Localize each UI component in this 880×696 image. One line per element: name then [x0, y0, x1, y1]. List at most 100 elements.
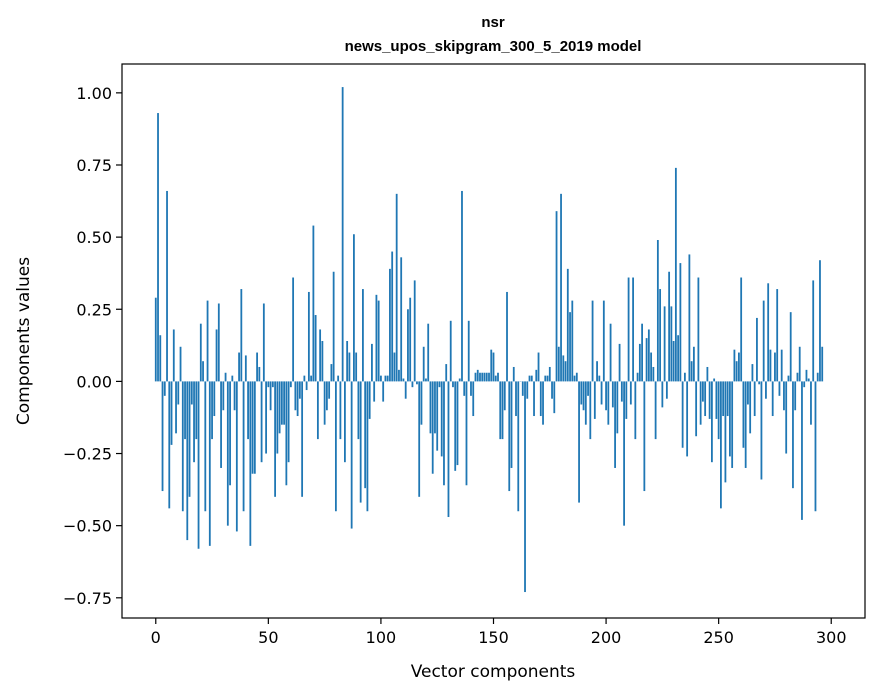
bar	[280, 381, 283, 425]
bar	[346, 341, 349, 382]
bar	[402, 378, 405, 382]
bar	[575, 372, 578, 382]
bar	[544, 375, 547, 382]
bar	[530, 375, 533, 382]
bar	[427, 323, 430, 382]
bar	[708, 381, 711, 419]
bar	[283, 381, 286, 425]
bar	[564, 361, 567, 382]
bar	[458, 378, 461, 382]
bar	[373, 381, 376, 402]
bar	[364, 381, 367, 489]
bar	[262, 303, 265, 382]
bar	[587, 381, 589, 396]
chart-subtitle: news_upos_skipgram_300_5_2019 model	[345, 38, 642, 55]
bar	[751, 364, 754, 382]
bar	[217, 303, 220, 382]
bar	[803, 381, 806, 388]
bar	[620, 381, 623, 402]
bar	[742, 381, 745, 448]
bar	[271, 381, 274, 388]
bar	[323, 381, 326, 425]
bar	[629, 381, 632, 405]
bar	[159, 335, 162, 382]
bar	[175, 381, 177, 434]
bar	[814, 381, 817, 512]
bar	[380, 375, 382, 382]
bar	[199, 323, 202, 382]
x-tick-label: 50	[258, 628, 278, 647]
bar	[569, 312, 571, 382]
bar	[420, 381, 423, 425]
bar	[767, 283, 770, 382]
bar	[447, 381, 450, 518]
bar	[265, 381, 267, 454]
bar	[220, 381, 222, 468]
bar	[321, 341, 324, 382]
bar	[235, 381, 238, 532]
bar	[665, 381, 668, 399]
bar	[690, 361, 693, 382]
bar	[533, 381, 535, 417]
bar	[605, 381, 607, 411]
bar	[244, 355, 247, 382]
bar	[362, 289, 364, 382]
bar	[706, 366, 709, 382]
bar	[555, 211, 558, 382]
x-axis-label: Vector components	[411, 662, 576, 682]
bar	[154, 297, 157, 382]
bar	[801, 381, 803, 520]
bar	[269, 381, 272, 411]
bar	[580, 381, 583, 405]
bar	[593, 381, 596, 419]
bar	[481, 372, 484, 382]
bar	[692, 346, 695, 382]
x-tick-label: 200	[591, 628, 622, 647]
bar	[233, 381, 236, 411]
bar	[807, 378, 810, 382]
bar	[672, 341, 675, 382]
y-tick-label: 1.00	[76, 84, 112, 103]
x-tick-label: 300	[816, 628, 847, 647]
bar	[400, 257, 403, 382]
bar	[256, 352, 258, 382]
bars-group	[154, 87, 824, 593]
bar	[774, 352, 776, 382]
bar	[816, 372, 819, 382]
y-tick-label: 0.00	[76, 372, 112, 391]
bar	[783, 381, 785, 411]
bar	[729, 381, 731, 457]
bar	[553, 381, 556, 414]
bar	[677, 335, 680, 382]
bar	[632, 277, 634, 382]
bar	[557, 346, 560, 382]
bar	[674, 167, 677, 382]
bar	[166, 190, 168, 382]
bar	[452, 381, 454, 388]
bar	[821, 346, 824, 382]
bar	[384, 375, 387, 382]
bar	[492, 352, 495, 382]
chart-title: nsr	[481, 14, 505, 31]
bar	[224, 372, 227, 382]
bar	[398, 369, 400, 382]
bar	[461, 190, 463, 382]
y-tick-label: −0.50	[63, 517, 112, 536]
y-tick-label: 0.25	[76, 300, 112, 319]
bar	[819, 260, 821, 382]
bar	[560, 193, 562, 382]
bar	[188, 381, 191, 497]
bar	[330, 364, 333, 382]
bar	[738, 352, 740, 382]
bar	[184, 381, 186, 440]
bar	[240, 289, 243, 382]
bar	[238, 352, 240, 382]
bar	[548, 366, 551, 382]
bar	[641, 323, 643, 382]
bar	[650, 352, 653, 382]
bar	[573, 375, 576, 382]
bar	[701, 381, 704, 402]
x-tick-label: 0	[151, 628, 161, 647]
bar	[762, 300, 765, 382]
